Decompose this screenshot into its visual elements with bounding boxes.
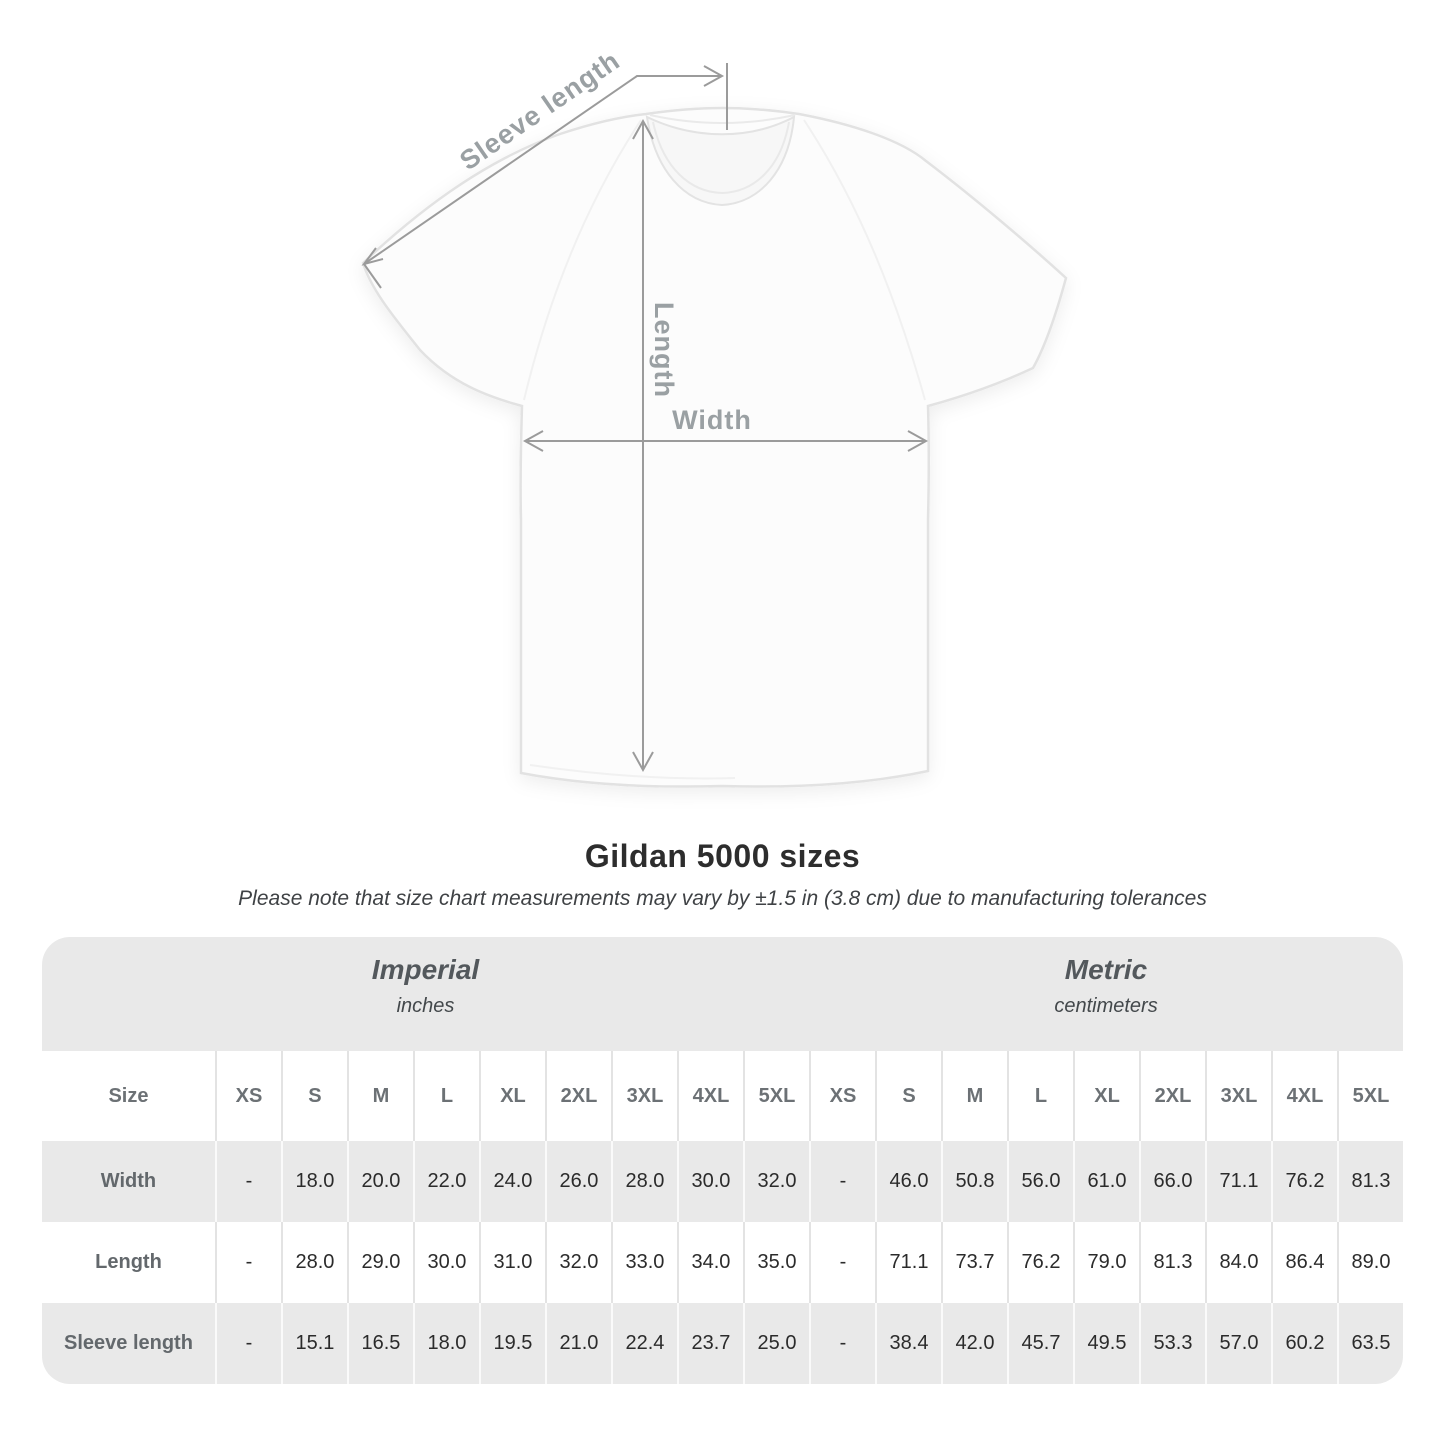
cell: 33.0 [610,1222,677,1303]
metric-unit: centimeters [1054,995,1158,1017]
imperial-label: Imperial [371,954,480,985]
width-label: Width [672,405,752,435]
row-label: Width [100,1170,157,1192]
size-col: XS [809,1051,875,1141]
cell: 21.0 [544,1303,611,1384]
page-title: Gildan 5000 sizes [584,838,861,874]
length-label: Length [649,302,679,398]
cell: 22.4 [610,1303,677,1384]
unit-group-row: Imperial inches Metric centimeters [41,937,1404,1051]
size-col: L [412,1051,479,1141]
size-col: XL [478,1051,545,1141]
size-col: S [875,1051,941,1141]
cell: 28.0 [280,1222,347,1303]
tshirt-diagram-svg: Sleeve length Length Width [361,45,1068,788]
cell: 32.0 [742,1141,809,1222]
cell: 86.4 [1271,1222,1337,1303]
metric-label: Metric [1064,954,1148,985]
cell: 49.5 [1073,1303,1139,1384]
size-col: S [280,1051,347,1141]
cell: 89.0 [1337,1222,1403,1303]
cell: 50.8 [941,1141,1007,1222]
cell: 45.7 [1007,1303,1073,1384]
cell: 53.3 [1139,1303,1205,1384]
cell: 57.0 [1205,1303,1271,1384]
size-col: M [346,1051,413,1141]
cell: 76.2 [1007,1222,1073,1303]
size-col: M [941,1051,1007,1141]
size-col: 5XL [1337,1051,1403,1141]
cell: 25.0 [742,1303,809,1384]
cell: 71.1 [1205,1141,1271,1222]
cell: 84.0 [1205,1222,1271,1303]
cell: 26.0 [544,1141,611,1222]
size-col: 3XL [610,1051,677,1141]
cell: 60.2 [1271,1303,1337,1384]
row-label: Length [95,1251,162,1273]
cell: - [809,1222,875,1303]
size-col: 4XL [676,1051,743,1141]
cell: 35.0 [742,1222,809,1303]
size-header-row: Size XS S M L XL 2XL 3XL 4XL 5XL XS S M … [41,1051,1404,1141]
cell: 18.0 [280,1141,347,1222]
cell: 23.7 [676,1303,743,1384]
cell: 29.0 [346,1222,413,1303]
size-col: 3XL [1205,1051,1271,1141]
cell: 34.0 [676,1222,743,1303]
cell: 46.0 [875,1141,941,1222]
cell: 30.0 [412,1222,479,1303]
cell: 73.7 [941,1222,1007,1303]
size-col: 2XL [1139,1051,1205,1141]
cell: - [809,1141,875,1222]
table-row-width: Width - 18.0 20.0 22.0 24.0 26.0 28.0 30… [41,1141,1404,1222]
size-diagram: Sleeve length Length Width [361,45,1068,788]
cell: 66.0 [1139,1141,1205,1222]
sleeve-length-arrow [361,63,728,289]
cell: 19.5 [478,1303,545,1384]
size-col: 5XL [742,1051,809,1141]
cell: 71.1 [875,1222,941,1303]
cell: 32.0 [544,1222,611,1303]
table-row-sleeve-length: Sleeve length - 15.1 16.5 18.0 19.5 21.0… [41,1303,1404,1384]
row-label: Sleeve length [64,1332,193,1354]
size-col: 4XL [1271,1051,1337,1141]
cell: 79.0 [1073,1222,1139,1303]
cell: 15.1 [280,1303,347,1384]
cell: 22.0 [412,1141,479,1222]
size-header-label: Size [108,1084,149,1107]
cell: 63.5 [1337,1303,1403,1384]
size-col: XL [1073,1051,1139,1141]
cell: 18.0 [412,1303,479,1384]
length-arrow [632,118,654,773]
cell: 42.0 [941,1303,1007,1384]
cell: 81.3 [1337,1141,1403,1222]
size-col: XS [214,1051,281,1141]
cell: 30.0 [676,1141,743,1222]
size-table: Imperial inches Metric centimeters Size … [41,937,1404,1384]
tshirt-graphic [361,106,1068,788]
cell: - [214,1141,281,1222]
cell: 31.0 [478,1222,545,1303]
cell: 24.0 [478,1141,545,1222]
cell: 56.0 [1007,1141,1073,1222]
cell: - [809,1303,875,1384]
cell: 20.0 [346,1141,413,1222]
width-arrow [522,430,929,452]
cell: - [214,1222,281,1303]
unit-group-metric: Metric centimeters [809,937,1404,1051]
cell: 16.5 [346,1303,413,1384]
cell: 61.0 [1073,1141,1139,1222]
unit-group-imperial: Imperial inches [41,937,810,1051]
cell: 28.0 [610,1141,677,1222]
size-col: 2XL [544,1051,611,1141]
cell: 81.3 [1139,1222,1205,1303]
cell: 38.4 [875,1303,941,1384]
table-row-length: Length - 28.0 29.0 30.0 31.0 32.0 33.0 3… [41,1222,1404,1303]
cell: - [214,1303,281,1384]
size-col: L [1007,1051,1073,1141]
tolerance-note: Please note that size chart measurements… [238,887,1207,910]
imperial-unit: inches [396,995,455,1017]
cell: 76.2 [1271,1141,1337,1222]
